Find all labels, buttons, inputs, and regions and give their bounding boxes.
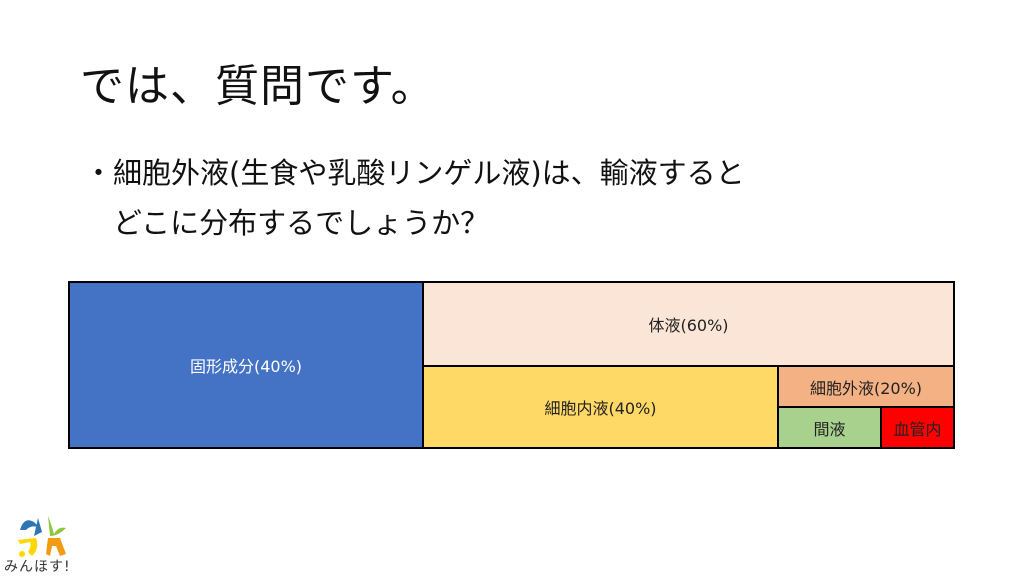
intravascular-box: 血管内 [880,406,955,449]
question-line-2: どこに分布するでしょうか？ [84,206,490,240]
interstitial-fluid-label: 間液 [813,419,846,439]
intracellular-fluid-box: 細胞内液(40%) [422,365,779,449]
logo-text: みんほす! [4,559,71,575]
question-text: ・細胞外液(生食や乳酸リンゲル液)は、輸液すると どこに分布するでしょうか？ [84,148,745,248]
solid-component-box: 固形成分(40%) [68,281,424,449]
intravascular-label: 血管内 [893,419,942,439]
extracellular-fluid-label: 細胞外液(20%) [809,378,923,398]
intracellular-fluid-label: 細胞内液(40%) [544,399,657,418]
slide-title: では、質問です。 [80,61,436,112]
interstitial-fluid-box: 間液 [777,406,882,449]
extracellular-fluid-box: 細胞外液(20%) [777,365,955,408]
body-fluid-label: 体液(60%) [648,316,729,335]
logo-icon [18,516,66,557]
solid-component-label: 固形成分(40%) [189,357,303,376]
body-fluid-box: 体液(60%) [422,281,955,367]
question-line-1: ・細胞外液(生食や乳酸リンゲル液)は、輸液すると [84,156,745,190]
